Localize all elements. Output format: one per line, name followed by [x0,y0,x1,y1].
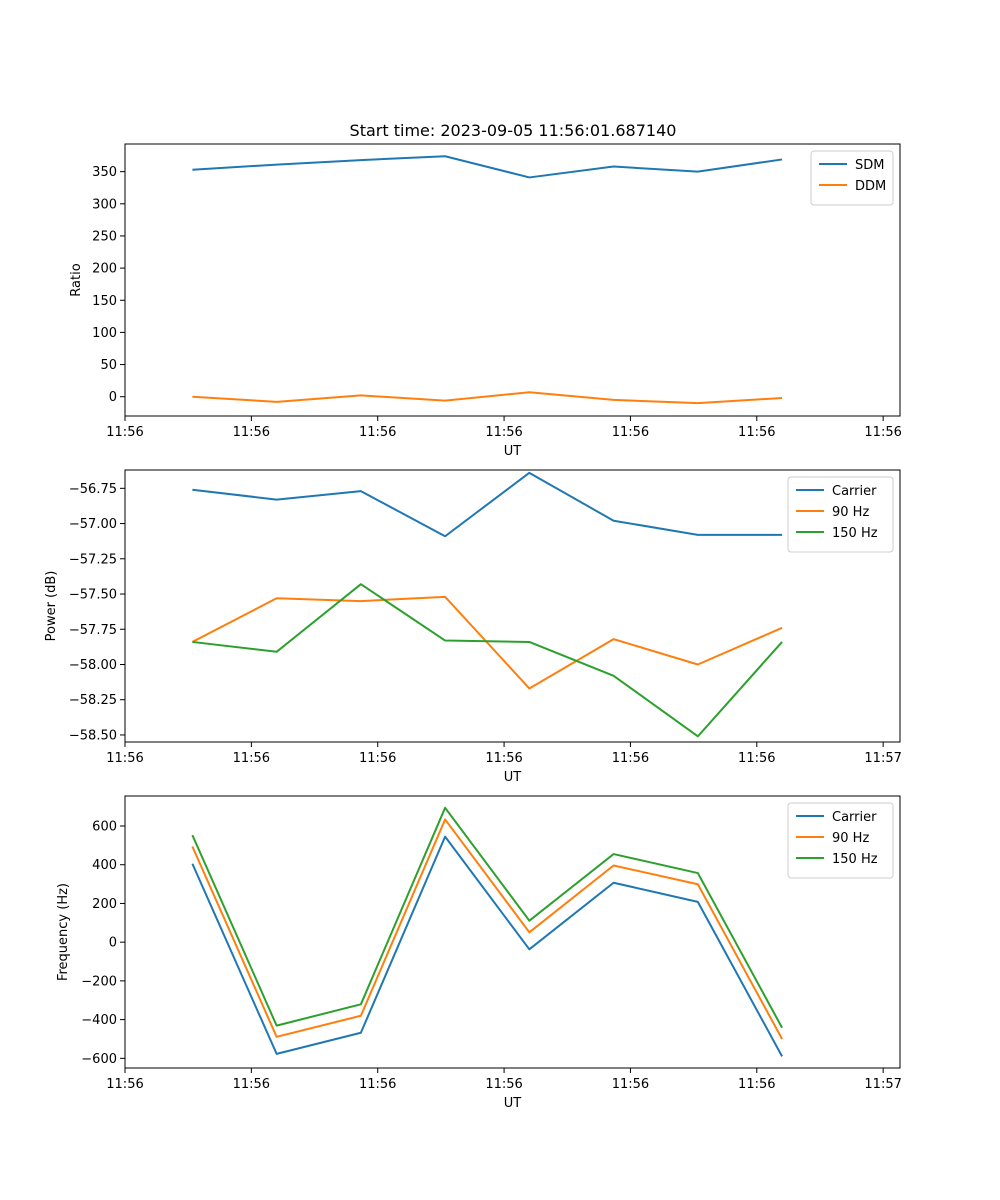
y-axis-label: Ratio [69,263,84,296]
x-tick-label: 11:56 [233,425,270,440]
y-tick-label: −57.75 [69,623,117,638]
y-tick-label: −400 [81,1013,117,1028]
axes-frame [124,795,901,1069]
frequency-panel: 11:56 11:56 11:56 11:56 11:56 11:56 11:57 −600 −… [56,795,902,1111]
series-line-90-hz [191,595,783,690]
series-line-carrier [191,835,783,1057]
series-line-ddm [192,391,783,405]
legend-label: Carrier [832,484,877,499]
y-tick-label: −200 [81,974,117,989]
x-tick-label: 11:56 [738,751,775,766]
legend-label: 150 Hz [832,852,878,867]
axes-frame [124,143,901,417]
series-line-150-hz [191,806,783,1029]
y-tick-label: −56.75 [69,482,117,497]
x-tick-label: 11:56 [106,751,143,766]
y-axis-label: Frequency (Hz) [56,883,71,981]
x-tick-label: 11:56 [485,751,522,766]
y-tick-label: −58.25 [69,693,117,708]
x-tick-label: 11:56 [359,425,396,440]
y-tick-label: −57.00 [69,517,117,532]
y-tick-label: 0 [109,390,117,405]
y-tick-label: 250 [92,229,117,244]
x-tick-label: 11:56 [612,1077,649,1092]
x-tick-label: 11:57 [864,1077,901,1092]
series-line-sdm [192,155,783,179]
y-tick-label: 100 [92,326,117,341]
y-tick-label: −58.50 [69,728,117,743]
x-tick-label: 11:56 [359,751,396,766]
x-axis-label: UT [504,444,522,459]
x-axis-label: UT [504,770,522,785]
y-tick-label: −57.50 [69,588,117,603]
y-tick-label: −57.25 [69,552,117,567]
legend-label: DDM [855,179,886,194]
y-tick-label: 200 [92,897,117,912]
x-tick-label: 11:56 [738,1077,775,1092]
legend-label: 90 Hz [832,831,869,846]
legend-box [787,802,894,879]
x-tick-label: 11:56 [106,1077,143,1092]
y-tick-label: 350 [92,165,117,180]
series-line-carrier [192,471,783,538]
figure-title: Start time: 2023-09-05 11:56:01.687140 [350,121,677,140]
series-line-150-hz [192,583,783,738]
legend-label: Carrier [832,810,877,825]
x-tick-label: 11:56 [485,1077,522,1092]
y-tick-label: 150 [92,294,117,309]
y-tick-label: −600 [81,1052,117,1067]
y-tick-label: 300 [92,197,117,212]
legend-label: 150 Hz [832,526,878,541]
x-tick-label: 11:56 [233,1077,270,1092]
y-tick-label: 400 [92,858,117,873]
legend: Carrier 90 Hz 150 Hz [787,802,894,879]
y-axis-label: Power (dB) [44,571,59,642]
x-tick-label: 11:56 [738,425,775,440]
y-tick-label: −58.00 [69,658,117,673]
x-tick-label: 11:56 [106,425,143,440]
power-panel: 11:56 11:56 11:56 11:56 11:56 11:56 11:57 −58.5… [44,469,902,785]
x-tick-label: 11:56 [359,1077,396,1092]
y-tick-label: 200 [92,262,117,277]
x-tick-label: 11:56 [612,751,649,766]
series-line-90-hz [191,818,783,1040]
y-tick-label: 0 [109,936,117,951]
x-tick-label: 11:56 [485,425,522,440]
x-axis-label: UT [504,1096,522,1111]
x-tick-label: 11:57 [864,751,901,766]
y-tick-label: 50 [100,358,117,373]
ratio-panel: 11:56 11:56 11:56 11:56 11:56 11:56 11:56 0 50 10… [69,143,902,459]
x-tick-label: 11:56 [612,425,649,440]
legend: SDM DDM [810,150,894,206]
y-tick-label: 600 [92,820,117,835]
legend-box [787,476,894,553]
legend-label: 90 Hz [832,505,869,520]
x-tick-label: 11:56 [864,425,901,440]
axes-frame [124,469,901,743]
x-tick-label: 11:56 [233,751,270,766]
legend: Carrier 90 Hz 150 Hz [787,476,894,553]
legend-label: SDM [855,158,884,173]
